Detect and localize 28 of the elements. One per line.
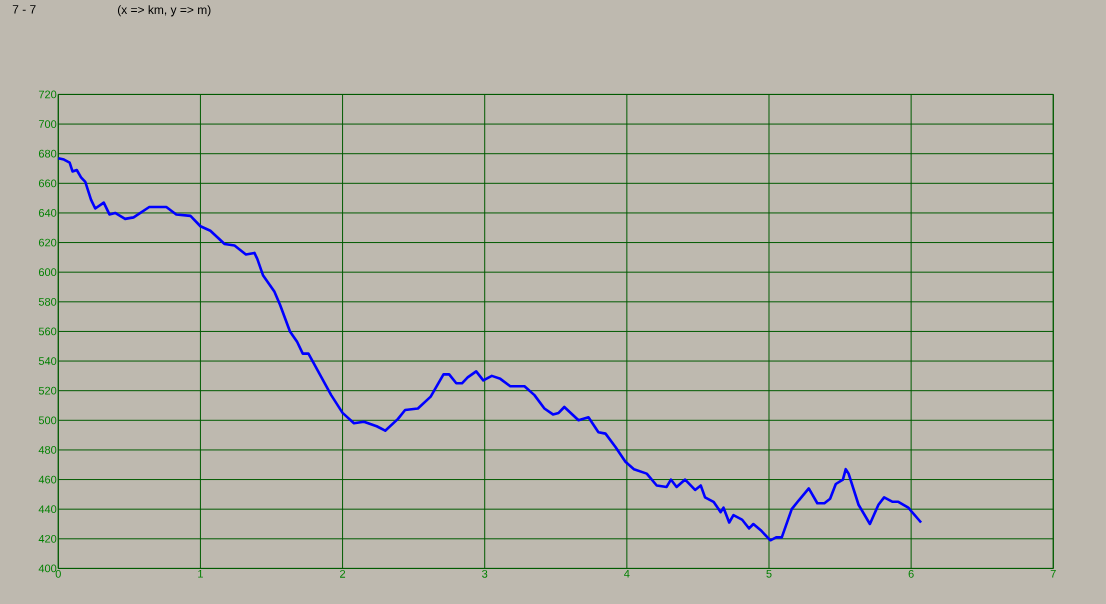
x-tick-label: 0: [55, 569, 61, 578]
x-tick-label: 5: [766, 569, 772, 578]
x-tick-label: 3: [482, 569, 488, 578]
chart-subtitle: (x => km, y => m): [117, 5, 211, 17]
x-tick-label: 4: [624, 569, 630, 578]
y-tick-label: 640: [38, 209, 57, 217]
x-tick-label: 1: [198, 569, 203, 578]
y-tick-label: 480: [38, 446, 57, 454]
y-tick-label: 680: [38, 149, 57, 158]
x-tick-label: 6: [908, 569, 914, 578]
x-tick-label: 2: [340, 569, 346, 578]
y-tick-label: 600: [38, 268, 57, 277]
x-tick-label: 7: [1050, 569, 1056, 578]
y-tick-label: 660: [38, 179, 57, 188]
y-tick-label: 520: [38, 386, 57, 395]
line-series: [56, 156, 923, 542]
y-tick-label: 400: [38, 564, 57, 573]
y-tick-label: 500: [38, 416, 57, 425]
y-tick-label: 720: [38, 90, 57, 99]
y-tick-label: 700: [38, 120, 57, 128]
y-tick-label: 440: [38, 505, 57, 514]
y-tick-label: 620: [38, 238, 57, 247]
y-tick-label: 540: [38, 357, 57, 365]
y-tick-label: 560: [38, 327, 57, 336]
y-tick-label: 420: [38, 534, 57, 543]
y-tick-label: 580: [38, 297, 57, 306]
y-tick-label: 460: [38, 475, 57, 484]
chart-title: 7 - 7: [12, 5, 36, 14]
